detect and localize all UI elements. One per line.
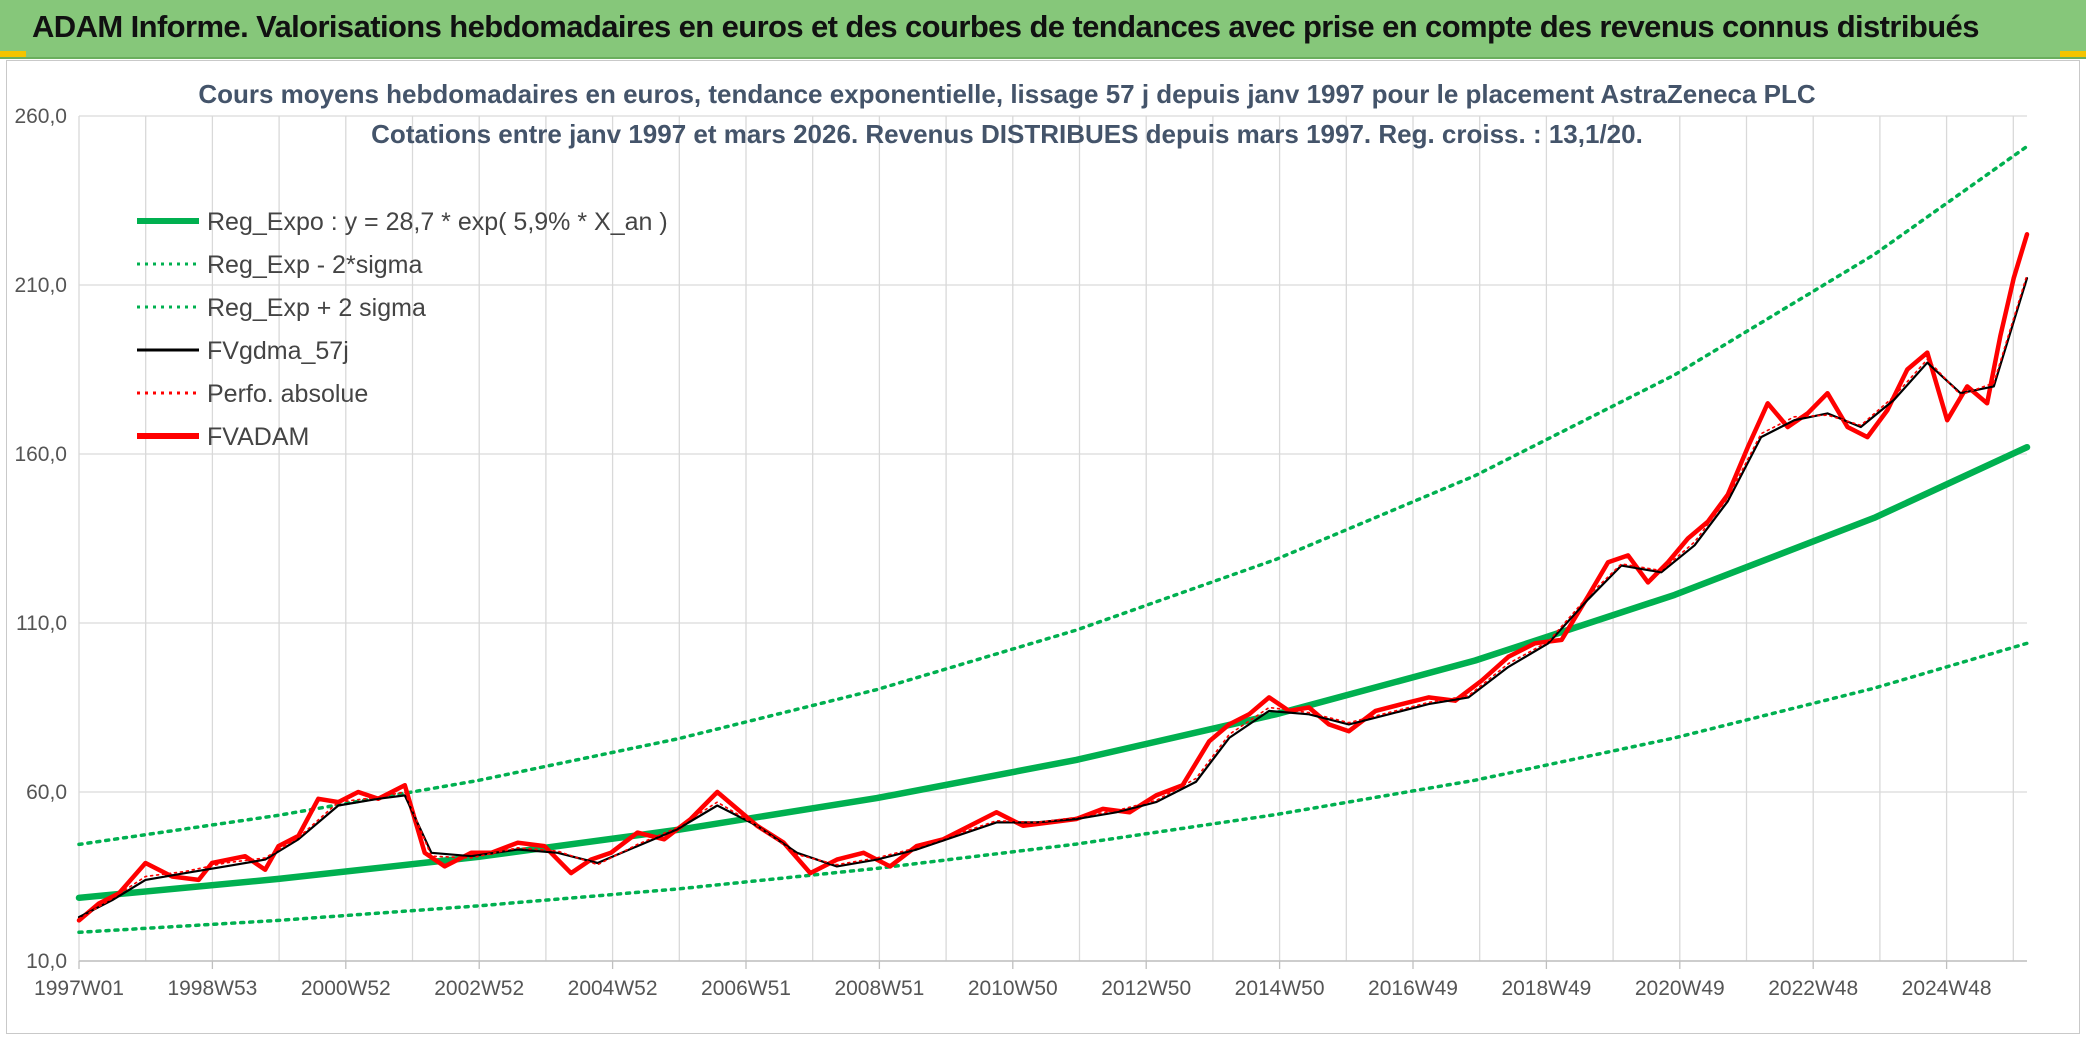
x-tick-label: 2010W50 bbox=[968, 977, 1058, 1000]
legend-label: Perfo. absolue bbox=[207, 380, 368, 408]
series-line-5 bbox=[78, 274, 2028, 920]
series-line-3 bbox=[76, 232, 2030, 923]
banner-title: ADAM Informe. Valorisations hebdomadaire… bbox=[32, 9, 1979, 44]
y-tick-label: 110,0 bbox=[16, 612, 67, 635]
grid bbox=[78, 115, 2027, 969]
legend-label: FVADAM bbox=[207, 423, 309, 451]
x-tick-label: 1997W01 bbox=[34, 977, 124, 1000]
chart-svg: Cours moyens hebdomadaires en euros, ten… bbox=[14, 79, 2031, 1000]
series-line-2 bbox=[77, 144, 2029, 847]
x-tick-label: 2002W52 bbox=[434, 977, 524, 1000]
y-tick-label: 160,0 bbox=[14, 443, 67, 466]
y-tick-label: 60,0 bbox=[26, 781, 67, 804]
x-tick-label: 2014W50 bbox=[1235, 977, 1325, 1000]
legend-label: Reg_Exp + 2 sigma bbox=[207, 294, 426, 322]
series-line-4 bbox=[77, 277, 2029, 919]
x-axis: 1997W01 1998W53 2000W52 2002W52 2004W52 2006W… bbox=[34, 977, 1992, 1000]
series-line-0 bbox=[75, 443, 2031, 902]
series-layer bbox=[75, 144, 2031, 935]
x-tick-label: 2020W49 bbox=[1635, 977, 1725, 1000]
x-tick-label: 2004W52 bbox=[568, 977, 658, 1000]
legend: Reg_Expo : y = 28,7 * exp( 5,9% * X_an )… bbox=[137, 208, 668, 451]
x-tick-label: 1998W53 bbox=[167, 977, 257, 1000]
x-tick-label: 2012W50 bbox=[1101, 977, 1191, 1000]
legend-label: Reg_Exp - 2*sigma bbox=[207, 251, 422, 279]
corner-marker-left bbox=[0, 51, 26, 57]
x-tick-label: 2006W51 bbox=[701, 977, 791, 1000]
y-tick-label: 210,0 bbox=[14, 274, 67, 297]
y-axis: 10,0 60,0 110,0 160,0 210,0 260,0 bbox=[14, 105, 67, 973]
x-tick-label: 2018W49 bbox=[1501, 977, 1591, 1000]
legend-label: Reg_Expo : y = 28,7 * exp( 5,9% * X_an ) bbox=[207, 208, 668, 236]
x-tick-label: 2008W51 bbox=[834, 977, 924, 1000]
x-tick-label: 2000W52 bbox=[301, 977, 391, 1000]
chart-frame: Cours moyens hebdomadaires en euros, ten… bbox=[6, 60, 2080, 1034]
chart-title-line-2: Cotations entre janv 1997 et mars 2026. … bbox=[371, 119, 1643, 149]
corner-marker-right bbox=[2060, 51, 2086, 57]
y-tick-label: 10,0 bbox=[26, 950, 67, 973]
x-tick-label: 2024W48 bbox=[1902, 977, 1992, 1000]
banner: ADAM Informe. Valorisations hebdomadaire… bbox=[0, 0, 2086, 59]
series-line-1 bbox=[77, 641, 2029, 935]
y-tick-label: 260,0 bbox=[14, 105, 67, 128]
legend-label: FVgdma_57j bbox=[207, 337, 349, 365]
x-tick-label: 2016W49 bbox=[1368, 977, 1458, 1000]
x-tick-label: 2022W48 bbox=[1768, 977, 1858, 1000]
chart-title-line-1: Cours moyens hebdomadaires en euros, ten… bbox=[198, 79, 1816, 109]
